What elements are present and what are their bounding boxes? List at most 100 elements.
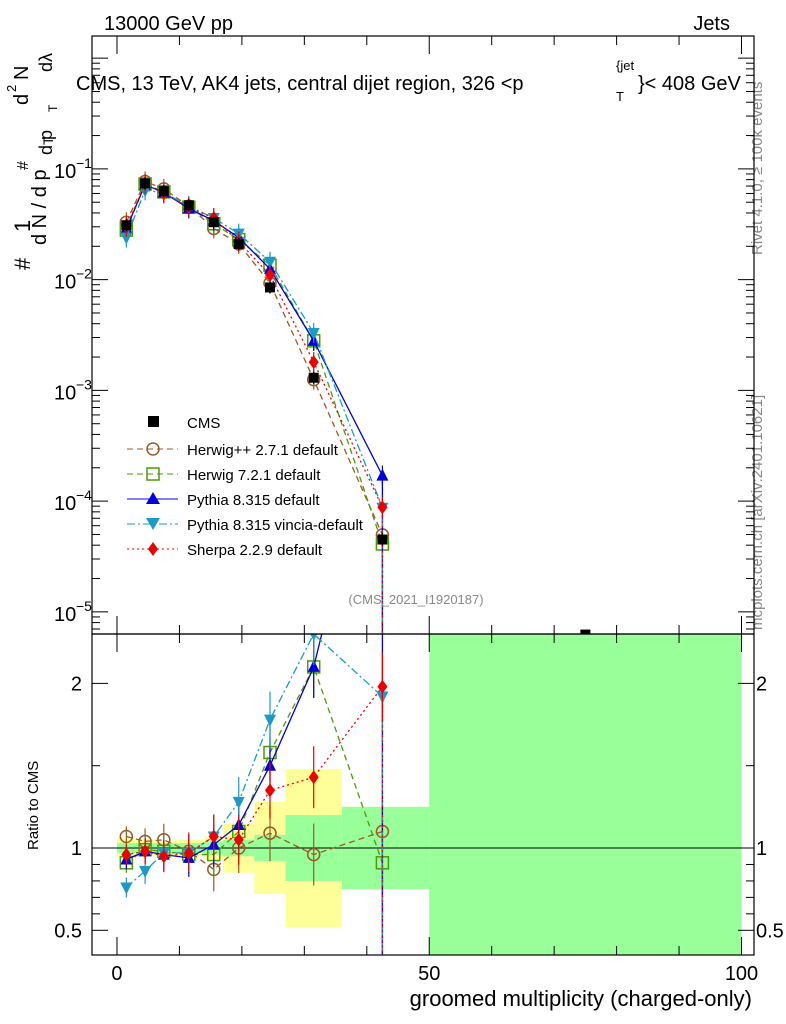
- data-point-extra: [580, 629, 591, 634]
- y-tick-exponent: −4: [76, 487, 92, 503]
- title-sub: T: [616, 89, 624, 104]
- series-line: [125, 183, 384, 634]
- data-point: [308, 372, 319, 383]
- ratio-point: [376, 380, 388, 392]
- data-point: [158, 186, 169, 197]
- ylabel-dN: d N / d p: [29, 169, 51, 245]
- series-point: [308, 355, 319, 370]
- y-axis-label: # 1 d N / d p T # d 2 N d p T dλ: [4, 53, 60, 270]
- ylabel-d2N: d: [11, 94, 33, 105]
- data-point: [140, 178, 151, 189]
- legend-entry-herwig7: Herwig 7.2.1 default: [127, 467, 321, 484]
- plot-title: CMS, 13 TeV, AK4 jets, central dijet reg…: [76, 58, 742, 104]
- ylabel-T2: T: [46, 104, 60, 112]
- legend-marker: [146, 442, 160, 456]
- ylabel-one: 1: [10, 220, 35, 232]
- main-series: [119, 171, 591, 634]
- ylabel-T: T: [40, 136, 56, 145]
- data-point: [183, 200, 194, 211]
- ratio-point: [158, 849, 169, 864]
- ratio-point: [263, 826, 277, 840]
- y-tick-exponent: −5: [76, 598, 92, 614]
- y-tick-label: 10: [54, 604, 76, 626]
- legend-label: Pythia 8.315 default: [187, 492, 320, 509]
- x-tick-label: 0: [111, 963, 122, 985]
- ratio-point: [264, 783, 275, 798]
- ylabel-hash2: #: [15, 161, 32, 170]
- ratio-point: [377, 679, 388, 694]
- ratio-tick-label-left: 1: [71, 838, 82, 860]
- ratio-tick-label-left: 2: [71, 673, 82, 695]
- series-line: [125, 189, 384, 634]
- ratio-point: [120, 882, 133, 895]
- legend-label: Sherpa 2.2.9 default: [187, 542, 323, 559]
- legend-marker: [148, 542, 158, 556]
- data-point: [233, 238, 244, 249]
- series-point: [263, 256, 276, 269]
- ratio-point: [233, 832, 244, 847]
- legend-label: Herwig 7.2.1 default: [187, 467, 321, 484]
- ylabel-hash1: #: [10, 257, 35, 270]
- legend: CMS Herwig++ 2.7.1 default Herwig 7.2.1 …: [127, 415, 364, 559]
- legend-marker: [146, 467, 160, 481]
- legend-label: Pythia 8.315 vincia-default: [187, 517, 364, 534]
- ylabel-dl: dλ: [36, 53, 56, 72]
- legend-marker: [146, 518, 160, 530]
- title-sup: {jet: [616, 58, 634, 73]
- y-tick-exponent: −3: [76, 376, 92, 392]
- y-tick-label: 10: [54, 272, 76, 294]
- data-point: [377, 534, 388, 545]
- ratio-line: [125, 634, 384, 955]
- ratio-point: [139, 866, 152, 879]
- mcplots-label: mcplots.cern.ch [arXiv:2401.10621]: [749, 395, 766, 630]
- series-point: [377, 500, 388, 515]
- y-tick-exponent: −1: [76, 155, 92, 171]
- ylabel-dp: d p: [36, 130, 56, 155]
- legend-entry-sherpa: Sherpa 2.2.9 default: [127, 542, 323, 559]
- series-point: [120, 232, 133, 245]
- ratio-point: [121, 847, 132, 862]
- data-point: [121, 220, 132, 231]
- ratio-frame: [91, 633, 755, 956]
- ratio-y-label: Ratio to CMS: [25, 761, 42, 850]
- ylabel-N: N: [11, 66, 33, 80]
- legend-entry-vincia: Pythia 8.315 vincia-default: [127, 517, 364, 534]
- rivet-label: Rivet 4.1.0, ≥ 100k events: [749, 82, 766, 255]
- ratio-point: [308, 770, 319, 785]
- ratio-tick-label-left: 0.5: [54, 920, 82, 942]
- ratio-line: [126, 684, 384, 955]
- ratio-point: [310, 634, 318, 641]
- ratio-series: [119, 380, 390, 955]
- series-point: [307, 327, 320, 340]
- title-main: CMS, 13 TeV, AK4 jets, central dijet reg…: [76, 73, 524, 95]
- series-line: [125, 180, 384, 634]
- series-point: [376, 468, 389, 481]
- ylabel-sq: 2: [4, 85, 19, 92]
- legend-marker-cms: [148, 416, 159, 427]
- y-tick-label: 10: [54, 382, 76, 404]
- y-tick-label: 10: [54, 161, 76, 183]
- ratio-point: [119, 829, 134, 844]
- ratio-point: [208, 829, 219, 844]
- header-left: 13000 GeV pp: [104, 13, 233, 35]
- analysis-watermark: (CMS_2021_I1920187): [348, 592, 483, 607]
- ratio-tick-label-right: 1: [756, 838, 767, 860]
- x-tick-label: 50: [418, 963, 440, 985]
- ratio-point: [307, 659, 320, 672]
- ratio-line: [126, 634, 384, 955]
- ratio-point: [306, 847, 321, 862]
- legend-entry-herwigpp: Herwig++ 2.7.1 default: [127, 442, 339, 459]
- ratio-tick-label-right: 0.5: [756, 920, 784, 942]
- legend-marker: [146, 492, 160, 504]
- legend-label: Herwig++ 2.7.1 default: [187, 442, 339, 459]
- legend-entry-pythia: Pythia 8.315 default: [127, 492, 320, 509]
- y-tick-exponent: −2: [76, 266, 92, 282]
- legend-label-cms: CMS: [187, 415, 220, 432]
- series-point: [264, 268, 275, 283]
- ratio-point: [140, 844, 151, 859]
- x-axis-label: groomed multiplicity (charged-only): [410, 986, 752, 1011]
- header-right: Jets: [693, 13, 730, 35]
- series-line: [125, 183, 384, 634]
- ratio-bands: [92, 634, 754, 955]
